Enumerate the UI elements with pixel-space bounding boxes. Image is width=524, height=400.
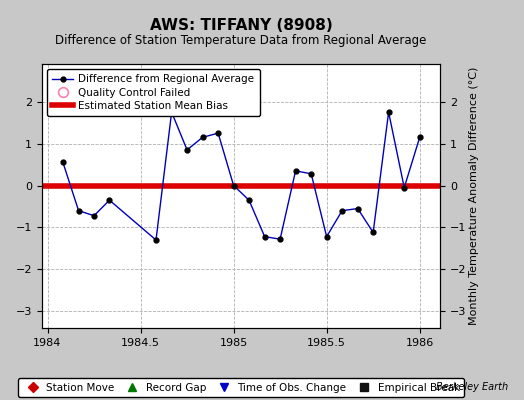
Legend: Station Move, Record Gap, Time of Obs. Change, Empirical Break: Station Move, Record Gap, Time of Obs. C…: [18, 378, 464, 397]
Text: Berkeley Earth: Berkeley Earth: [436, 382, 508, 392]
Text: AWS: TIFFANY (8908): AWS: TIFFANY (8908): [150, 18, 332, 33]
Y-axis label: Monthly Temperature Anomaly Difference (°C): Monthly Temperature Anomaly Difference (…: [469, 67, 479, 325]
Text: Difference of Station Temperature Data from Regional Average: Difference of Station Temperature Data f…: [56, 34, 427, 47]
